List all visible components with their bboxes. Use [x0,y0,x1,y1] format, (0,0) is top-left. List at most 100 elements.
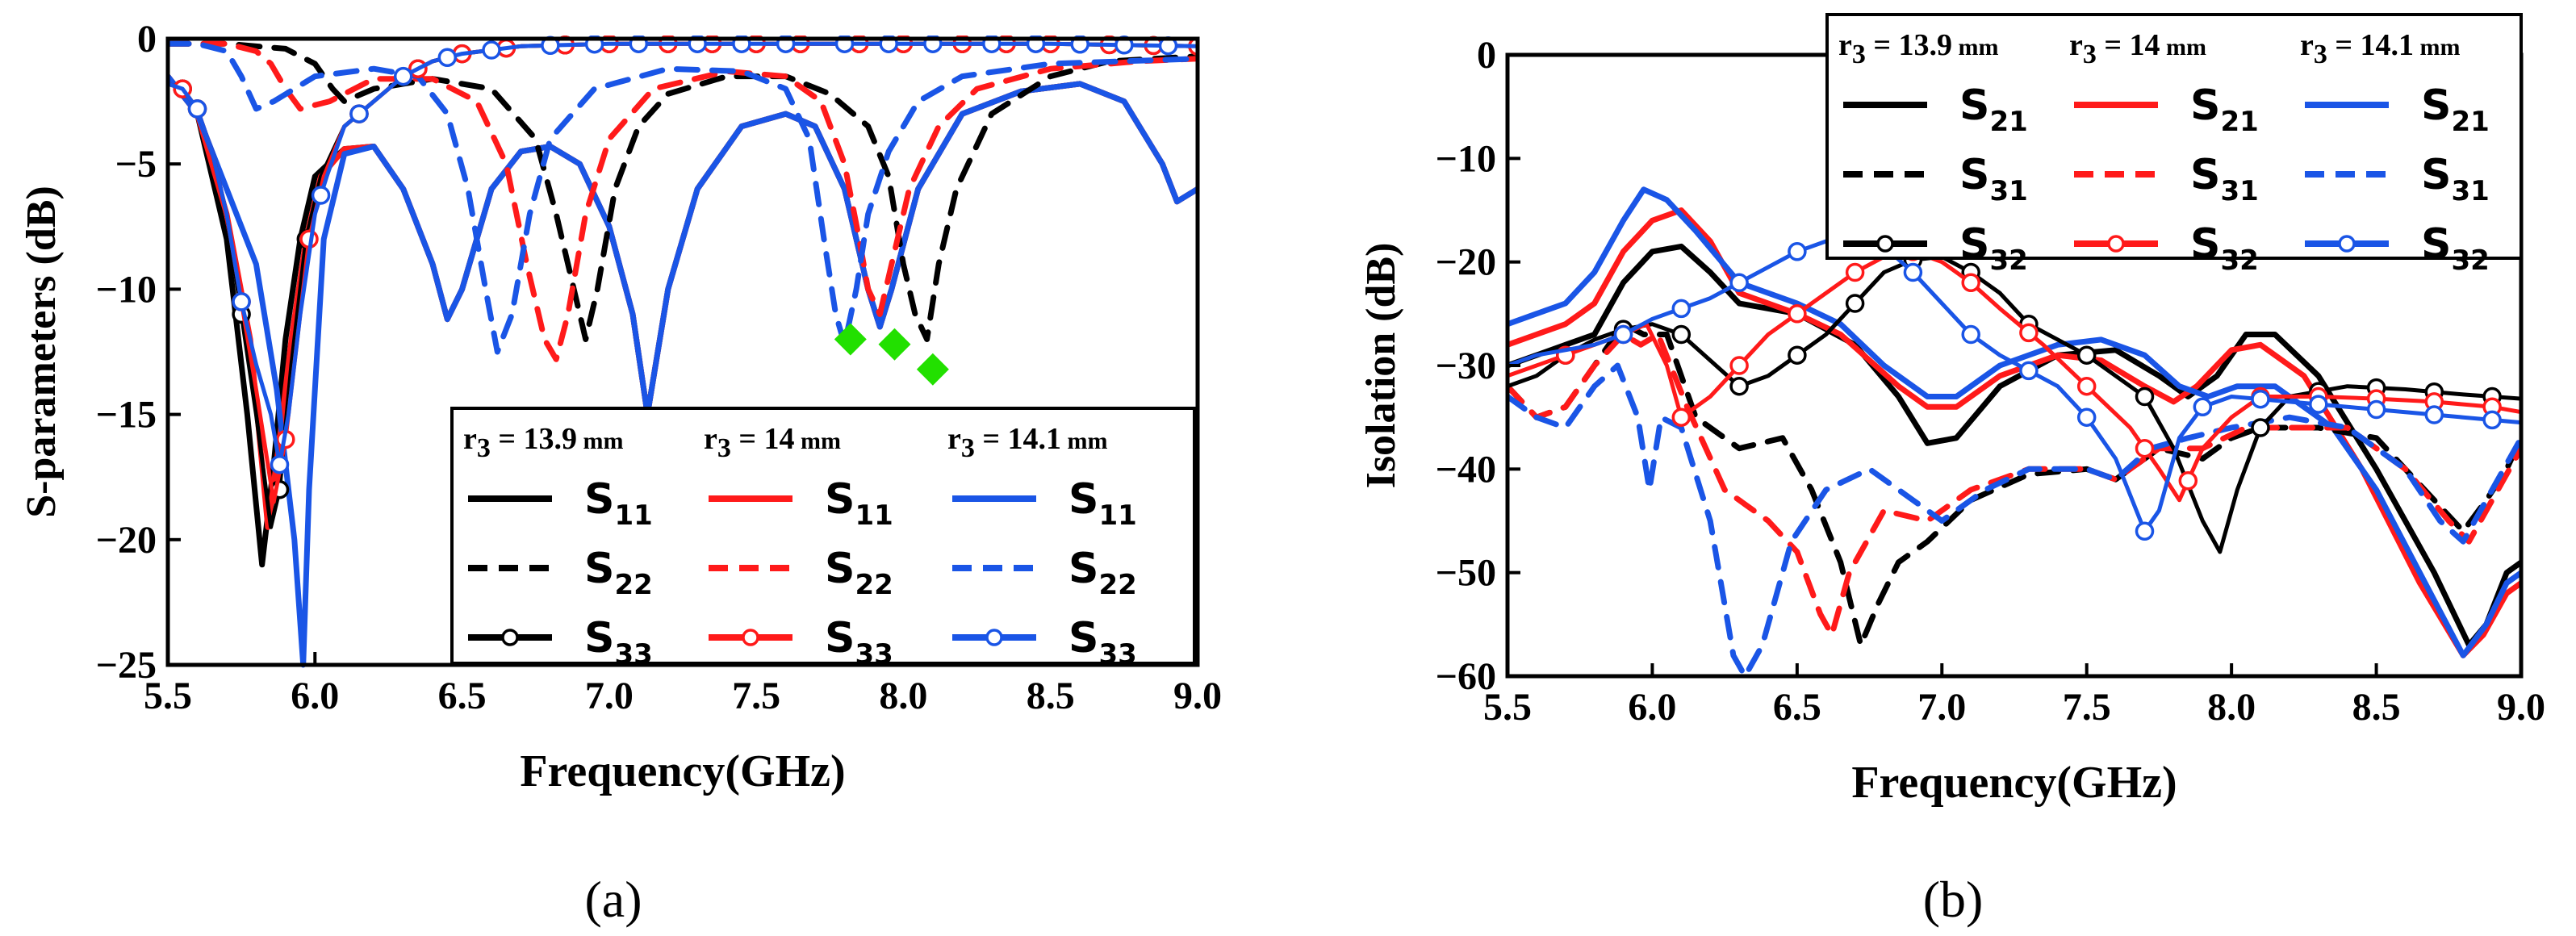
legend-entry-label: S32 [2421,220,2490,277]
legend-entry-label: S22 [584,545,653,601]
legend-entry-label: S21 [1959,81,2028,138]
panel-label: (a) [584,871,642,928]
legend-entry-label: S33 [584,614,653,671]
series-line-s31-r3-14-1-mm [1508,362,2521,679]
legend-group-title: r3 = 14 mm [704,422,841,463]
data-point-marker [482,40,501,60]
panel-b: 5.5 6.0 6.5 7.0 7.5 8.0 8.5 9.0 0 −10 −20 −30 −40 −50… [1358,13,2545,928]
data-point-marker [2251,389,2270,409]
data-point-marker [2076,407,2097,427]
resonance-marker [834,323,867,356]
data-point-marker [270,454,290,474]
x-tick-label: 7.5 [2063,686,2111,729]
y-tick-label: −40 [1436,448,1496,491]
data-point-marker [1788,345,1807,365]
legend-group-title: r3 = 14.1 mm [2300,28,2461,69]
data-point-marker [1671,299,1692,319]
legend-entry-label: S32 [2190,220,2259,277]
panel-a: 5.5 6.0 6.5 7.0 7.5 8.0 8.5 9.0 0 −5 −10 −15 −20 −25 F… [19,18,1222,928]
data-point-marker [311,186,331,205]
y-tick-label: 0 [137,18,157,61]
legend-box [450,407,1196,665]
panel-label: (b) [1923,871,1984,928]
legend-marker-sample [985,629,1003,646]
y-tick-label: −5 [115,143,157,186]
data-point-marker [2424,405,2444,424]
data-point-marker [2178,471,2198,491]
legend-marker-sample [2107,235,2125,253]
x-tick-label: 7.0 [585,675,634,717]
data-point-marker [2019,361,2039,381]
data-point-marker [2251,418,2270,437]
data-point-marker [2076,345,2097,365]
x-tick-label: 6.5 [1773,686,1821,729]
legend-entry-label: S22 [1068,545,1137,601]
legend-entry-label: S33 [1068,614,1137,671]
legend-group-title: r3 = 13.9 mm [463,422,624,463]
legend-entry-label: S33 [825,614,893,671]
data-point-marker [1845,294,1865,313]
series-line-s32-r3-14-1-mm [1508,234,2521,533]
y-tick-label: −25 [96,644,157,687]
x-tick-label: 5.5 [1483,686,1532,729]
legend-entry-label: S21 [2190,81,2259,138]
x-axis-label: Frequency(GHz) [1851,758,2177,808]
series-line-s21-r3-14-1-mm [1508,186,2521,658]
x-axis-label: Frequency(GHz) [520,746,845,796]
y-tick-label: −15 [96,394,157,437]
data-point-marker [232,292,251,311]
legend-entry-label: S31 [2421,151,2490,207]
series-line-s21-r3-14-mm [1508,207,2521,658]
data-point-marker [187,99,207,119]
resonance-marker [878,328,911,361]
y-tick-label: −10 [96,268,157,311]
y-tick-label: −60 [1436,655,1496,698]
legend-group-title: r3 = 14 mm [2069,28,2206,69]
series-line-s21-r3-13-9-mm [1508,243,2521,648]
series-line-s22-r3-14-mm [168,40,1198,362]
legend-entry-label: S11 [1068,475,1137,532]
x-tick-label: 9.0 [1173,675,1222,717]
series-line-s22-r3-13-9-mm [168,40,1198,342]
x-tick-label: 6.5 [438,675,487,717]
series-group [1508,186,2521,679]
legend-marker-sample [742,629,759,646]
series-line-s11-r3-14-1-mm [168,73,1198,668]
series-line-s31-r3-13-9-mm [1508,321,2521,648]
legend-entry-label: S22 [825,545,893,601]
x-tick-label: 6.0 [1628,686,1676,729]
data-point-marker [2135,521,2155,541]
x-tick-label: 8.5 [1027,675,1075,717]
x-tick-label: 8.5 [2352,686,2401,729]
data-point-marker [2135,438,2155,458]
data-point-marker [2019,323,2039,343]
y-tick-label: −20 [96,519,157,562]
data-point-marker [1729,273,1749,293]
y-tick-label: 0 [1477,34,1496,77]
data-point-marker [1845,262,1865,282]
data-point-marker [393,66,413,86]
data-point-marker [1729,356,1749,375]
data-point-marker [1788,242,1807,261]
data-point-marker [2135,387,2155,407]
legend-box [1825,13,2523,260]
legend-entry-label: S31 [1959,151,2028,207]
data-point-marker [2366,399,2386,420]
legend-entry-label: S31 [2190,151,2259,207]
y-tick-label: −50 [1436,552,1496,595]
data-point-marker [1961,324,1980,345]
legend-entry-label: S11 [584,475,653,532]
series-line-s31-r3-14-mm [1508,332,2521,638]
y-tick-label: −20 [1436,241,1496,284]
legend-marker-sample [2338,235,2356,253]
x-tick-label: 9.0 [2497,686,2545,729]
legend-group-title: r3 = 13.9 mm [1838,28,1999,69]
data-point-marker [2193,397,2213,417]
data-point-marker [2309,395,2328,414]
y-tick-label: −10 [1436,137,1496,180]
y-axis-label: Isolation (dB) [1358,243,1404,489]
data-point-marker [1961,273,1980,293]
data-point-marker [1788,304,1807,324]
data-point-marker [1671,407,1692,427]
